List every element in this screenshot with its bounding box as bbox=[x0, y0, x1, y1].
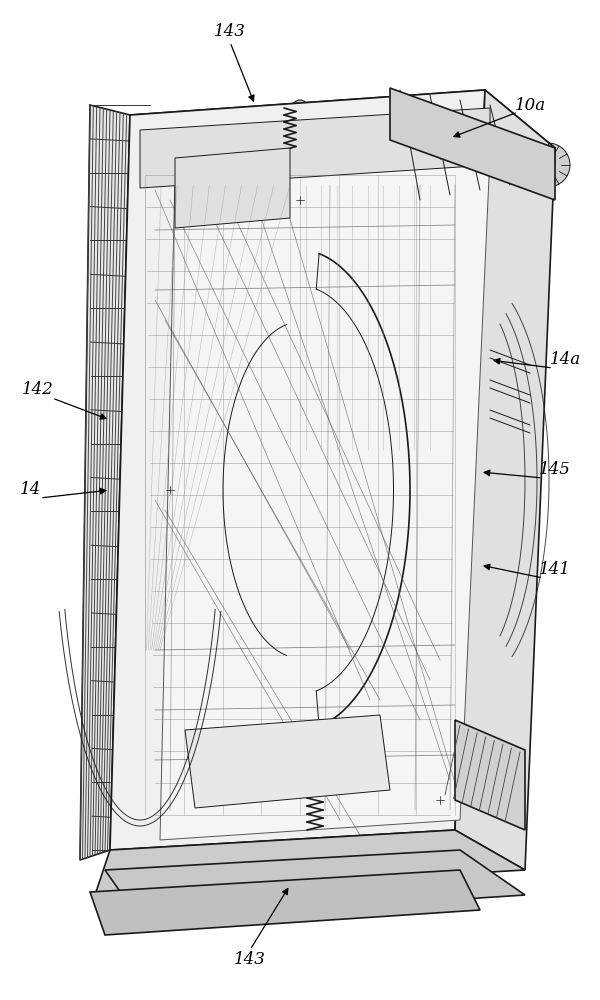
Polygon shape bbox=[455, 90, 555, 870]
Polygon shape bbox=[95, 830, 525, 895]
Polygon shape bbox=[455, 720, 525, 830]
Circle shape bbox=[292, 100, 308, 116]
Circle shape bbox=[372, 100, 388, 116]
Text: 14: 14 bbox=[19, 482, 41, 498]
Polygon shape bbox=[110, 90, 485, 850]
Polygon shape bbox=[90, 870, 480, 935]
Polygon shape bbox=[160, 155, 490, 840]
Circle shape bbox=[293, 743, 307, 757]
Text: 10a: 10a bbox=[514, 97, 545, 113]
Circle shape bbox=[292, 812, 308, 828]
Polygon shape bbox=[390, 88, 555, 200]
Polygon shape bbox=[105, 850, 525, 920]
Circle shape bbox=[293, 193, 307, 207]
Polygon shape bbox=[130, 90, 555, 175]
Text: 143: 143 bbox=[234, 952, 266, 968]
Text: 143: 143 bbox=[214, 23, 246, 40]
Circle shape bbox=[238, 891, 262, 915]
Text: 145: 145 bbox=[539, 462, 571, 479]
Text: 141: 141 bbox=[539, 562, 571, 578]
Circle shape bbox=[526, 143, 570, 187]
Text: 14a: 14a bbox=[550, 352, 581, 368]
Circle shape bbox=[433, 793, 447, 807]
Polygon shape bbox=[185, 715, 390, 808]
Circle shape bbox=[433, 148, 447, 162]
Text: 142: 142 bbox=[22, 381, 54, 398]
Polygon shape bbox=[175, 148, 290, 228]
Polygon shape bbox=[140, 108, 490, 188]
Polygon shape bbox=[80, 105, 130, 860]
Circle shape bbox=[188, 893, 212, 917]
Circle shape bbox=[378, 883, 402, 907]
Circle shape bbox=[163, 483, 177, 497]
